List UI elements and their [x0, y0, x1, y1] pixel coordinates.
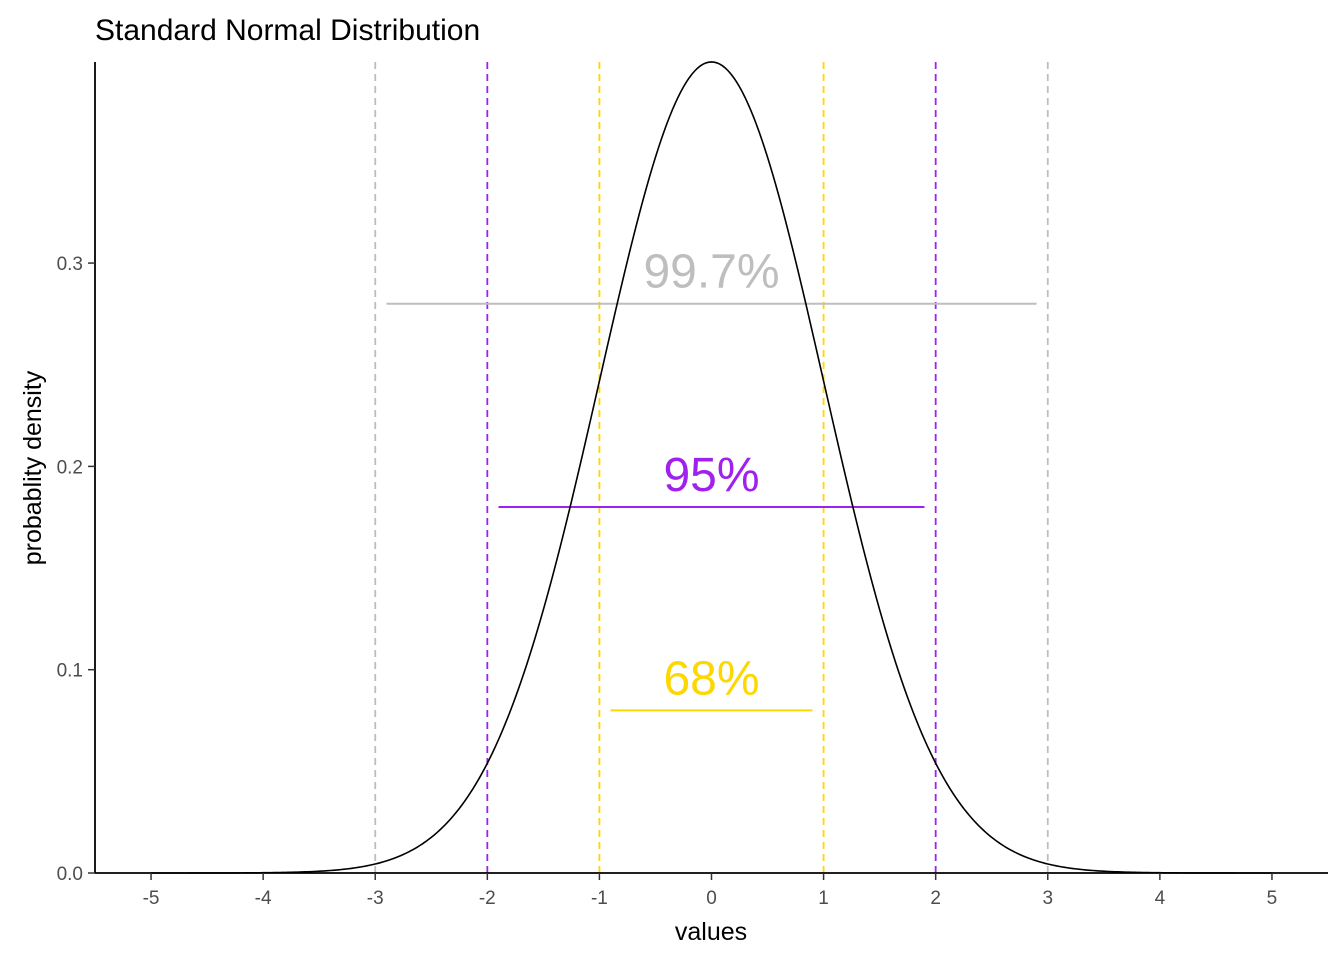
- y-tick-label-3: 0.3: [57, 254, 83, 275]
- x-tick-label-10: 5: [1267, 888, 1278, 909]
- density-curve-layer: [151, 61, 1272, 874]
- x-tick-label-1: -4: [255, 888, 272, 909]
- interval-label-2: 68%: [663, 652, 759, 705]
- x-tick-label-0: -5: [143, 888, 160, 909]
- density-curve: [151, 61, 1272, 874]
- chart-title: Standard Normal Distribution: [95, 14, 480, 47]
- axes: -5 -4 -3 -2 -1 0 1 2 3 4 5 0.0 0.1 0.2 0.3: [57, 62, 1328, 909]
- x-tick-label-3: -2: [479, 888, 496, 909]
- x-tick-label-6: 1: [818, 888, 829, 909]
- x-tick-label-7: 2: [930, 888, 941, 909]
- interval-segments: [386, 302, 1037, 712]
- reference-lines: [374, 62, 1049, 873]
- y-tick-label-0: 0.0: [57, 864, 83, 885]
- y-tick-label-1: 0.1: [57, 661, 83, 682]
- x-tick-label-8: 3: [1042, 888, 1053, 909]
- x-tick-label-4: -1: [591, 888, 608, 909]
- interval-label-1: 95%: [663, 449, 759, 502]
- x-tick-label-2: -3: [367, 888, 384, 909]
- interval-labels: 99.7% 95% 68%: [643, 246, 779, 706]
- y-axis-title: probablity density: [19, 370, 47, 565]
- x-axis-title: values: [675, 918, 747, 946]
- x-tick-label-9: 4: [1155, 888, 1166, 909]
- x-tick-label-5: 0: [706, 888, 717, 909]
- interval-label-0: 99.7%: [643, 246, 779, 299]
- y-tick-label-2: 0.2: [57, 457, 83, 478]
